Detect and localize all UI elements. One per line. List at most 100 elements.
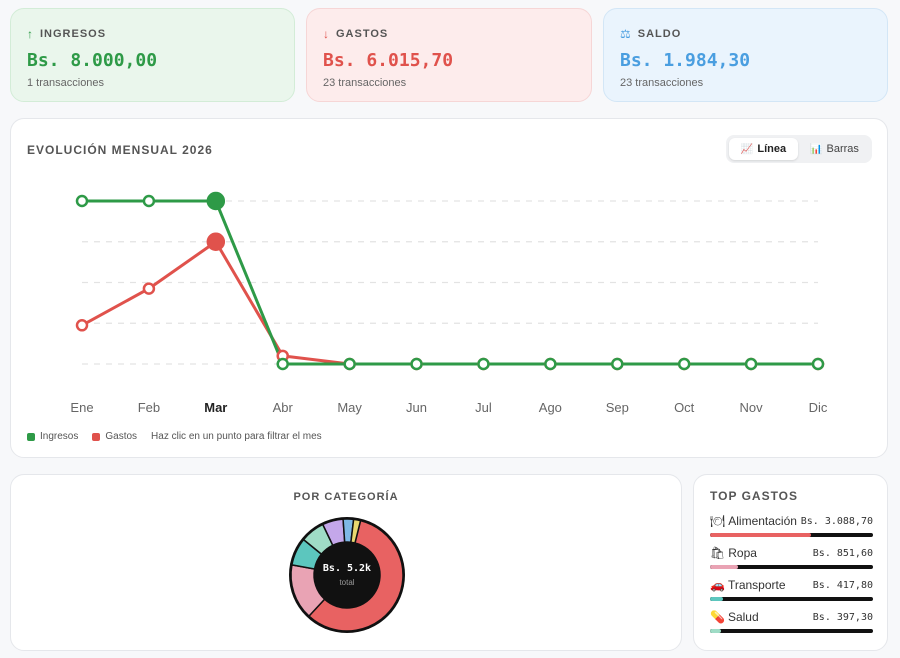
top-gasto-name: 🚗 Transporte (710, 578, 786, 592)
data-point-ingresos-sep[interactable] (611, 357, 624, 371)
data-point-ingresos-jul[interactable] (477, 357, 490, 371)
top-gasto-row[interactable]: 🛍 Ropa Bs. 851,60 (710, 545, 873, 569)
top-gastos-title: TOP GASTOS (710, 489, 799, 503)
x-tick-label[interactable]: Sep (606, 400, 629, 415)
series-line-ingresos (82, 199, 818, 366)
progress-track (710, 629, 873, 633)
category-name: Salud (727, 610, 759, 624)
legend-label: Ingresos (40, 431, 79, 442)
evolution-chart-card: Ene Feb Mar Abr May Jun Jul Ago Sep Oct Nov Dic EVO… (10, 118, 888, 458)
kpi-value: Bs. 6.015,70 (323, 50, 454, 71)
legend-swatch (92, 432, 101, 441)
donut-center-value: Bs. 5.2k (323, 563, 371, 574)
arrow-up-icon: ↑ (27, 27, 34, 41)
progress-fill (710, 629, 722, 633)
donut-center-label: total (339, 578, 354, 587)
top-gasto-name: 🍽 Alimentación (710, 514, 797, 528)
data-point-ingresos-jun[interactable] (410, 357, 423, 371)
kpi-card-gastos: ↓ GASTOS Bs. 6.015,70 23 transacciones (306, 8, 592, 102)
line-chart: Ene Feb Mar Abr May Jun Jul Ago Sep Oct Nov Dic (70, 191, 828, 415)
top-gasto-row[interactable]: 🚗 Transporte Bs. 417,80 (710, 577, 873, 601)
chart-legend: Ingresos Gastos Haz clic en un punto par… (27, 431, 322, 442)
x-tick-label[interactable]: Feb (138, 400, 160, 415)
data-point-ingresos-may[interactable] (343, 357, 356, 371)
x-tick-label[interactable]: Jun (406, 400, 427, 415)
arrow-down-icon: ↓ (323, 27, 330, 41)
top-gasto-row[interactable]: 🍽 Alimentación Bs. 3.088,70 (710, 513, 873, 537)
progress-track (710, 565, 873, 569)
legend-ingresos: Ingresos (27, 431, 78, 442)
top-gasto-line: 💊 Salud Bs. 397,30 (710, 609, 873, 625)
legend-hint: Haz clic en un punto para filtrar el mes (151, 431, 322, 442)
data-point-ingresos-mar[interactable] (206, 191, 226, 211)
progress-track (710, 533, 873, 537)
data-point-gastos-ene[interactable] (75, 319, 89, 332)
progress-fill (710, 565, 738, 569)
x-tick-label[interactable]: Mar (204, 400, 227, 415)
kpi-subtext: 23 transacciones (620, 77, 704, 89)
progress-fill (710, 533, 812, 537)
legend-gastos: Gastos (92, 431, 137, 442)
data-point-ingresos-ene[interactable] (75, 194, 89, 208)
top-gasto-line: 🍽 Alimentación Bs. 3.088,70 (710, 513, 873, 529)
data-point-gastos-feb[interactable] (142, 282, 156, 295)
category-name: Transporte (727, 578, 786, 592)
x-tick-label[interactable]: Ene (70, 400, 93, 415)
data-point-ingresos-feb[interactable] (142, 194, 156, 208)
progress-track (710, 597, 873, 601)
x-tick-label[interactable]: Oct (674, 400, 695, 415)
kpi-label: GASTOS (336, 28, 389, 40)
top-gasto-name: 💊 Salud (710, 610, 759, 624)
top-gasto-name: 🛍 Ropa (710, 546, 757, 560)
legend-swatch (27, 432, 35, 441)
toggle-line-button[interactable]: 📈 Línea (729, 138, 798, 160)
category-name: Ropa (728, 546, 757, 560)
chart-type-toggle: 📈 Línea 📊 Barras (726, 135, 872, 163)
data-point-ingresos-nov[interactable] (744, 357, 758, 371)
category-name: Alimentación (728, 514, 797, 528)
progress-fill (710, 597, 724, 601)
legend-label: Gastos (105, 431, 138, 442)
data-point-ingresos-abr[interactable] (276, 357, 289, 371)
x-tick-label[interactable]: Abr (273, 400, 294, 415)
kpi-subtext: 1 transacciones (27, 77, 105, 89)
data-point-ingresos-dic[interactable] (811, 357, 825, 371)
kpi-subtext: 23 transacciones (323, 77, 407, 89)
top-gastos-card: TOP GASTOS 🍽 Alimentación Bs. 3.088,70 🛍 Rop… (693, 474, 888, 651)
toggle-bars-label: Barras (826, 143, 859, 155)
x-tick-label[interactable]: Ago (539, 400, 562, 415)
top-gasto-row[interactable]: 💊 Salud Bs. 397,30 (710, 609, 873, 633)
x-tick-label[interactable]: May (337, 400, 362, 415)
line-chart-icon: 📈 (740, 143, 754, 155)
kpi-card-saldo: ⚖ SALDO Bs. 1.984,30 23 transacciones (603, 8, 888, 102)
scale-icon: ⚖ (620, 27, 632, 41)
x-tick-label[interactable]: Jul (475, 400, 492, 415)
top-gasto-amount: Bs. 397,30 (812, 611, 873, 623)
top-gastos-list: 🍽 Alimentación Bs. 3.088,70 🛍 Ropa Bs. 851,60… (710, 513, 873, 633)
data-point-ingresos-ago[interactable] (544, 357, 557, 371)
kpi-label: SALDO (637, 28, 682, 40)
bar-chart-icon: 📊 (810, 143, 823, 155)
top-gasto-amount: Bs. 417,80 (812, 579, 873, 591)
category-icon: 💊 (710, 610, 725, 624)
top-gasto-line: 🚗 Transporte Bs. 417,80 (710, 577, 873, 593)
category-icon: 🚗 (710, 578, 725, 592)
chart-title: EVOLUCIÓN MENSUAL 2026 (27, 143, 213, 157)
category-title: POR CATEGORÍA (293, 491, 399, 503)
kpi-value: Bs. 1.984,30 (620, 50, 751, 71)
kpi-value: Bs. 8.000,00 (27, 50, 158, 71)
x-tick-label[interactable]: Nov (740, 400, 764, 415)
top-gasto-line: 🛍 Ropa Bs. 851,60 (710, 545, 873, 561)
top-gasto-amount: Bs. 851,60 (812, 547, 873, 559)
kpi-card-ingresos: ↑ INGRESOS Bs. 8.000,00 1 transacciones (10, 8, 295, 102)
donut-chart: Bs. 5.2k total (289, 517, 405, 633)
top-gasto-amount: Bs. 3.088,70 (800, 515, 873, 527)
kpi-label: INGRESOS (40, 28, 107, 40)
x-tick-label[interactable]: Dic (809, 400, 828, 415)
category-icon: 🍽 (710, 514, 726, 528)
toggle-bars-button[interactable]: 📊 Barras (800, 138, 869, 160)
toggle-line-label: Línea (757, 143, 787, 155)
data-point-ingresos-oct[interactable] (677, 357, 691, 371)
category-card: POR CATEGORÍA Bs. 5.2k total (10, 474, 682, 651)
data-point-gastos-mar[interactable] (206, 232, 226, 251)
